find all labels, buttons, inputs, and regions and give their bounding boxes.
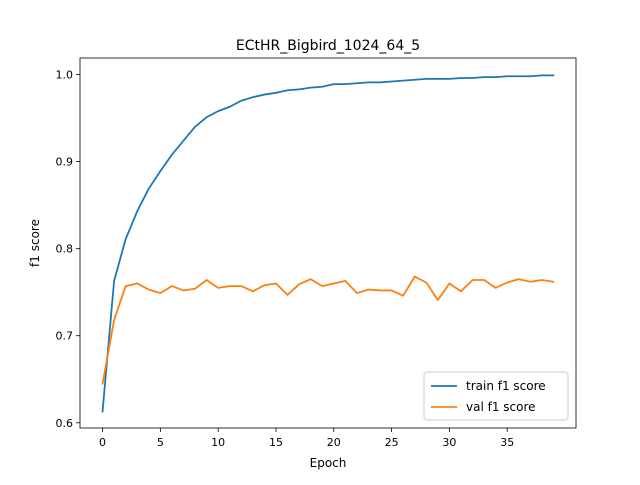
y-tick-label: 0.7 <box>56 330 74 343</box>
legend-label-0: train f1 score <box>466 379 546 393</box>
y-axis-label: f1 score <box>28 219 42 267</box>
x-tick-label: 5 <box>157 436 164 449</box>
series-line-0 <box>101 74 555 413</box>
x-tick-label: 20 <box>327 436 341 449</box>
y-tick-label: 0.8 <box>56 243 74 256</box>
y-tick-label: 1.0 <box>56 69 74 82</box>
y-tick-label: 0.9 <box>56 156 74 169</box>
legend-box <box>423 371 569 421</box>
x-axis-label: Epoch <box>310 456 347 470</box>
x-tick-label: 35 <box>500 436 514 449</box>
plot-frame <box>79 57 577 429</box>
x-axis: 0 5 10 15 20 25 30 35 <box>99 428 514 449</box>
series-layer <box>101 74 555 413</box>
x-tick-label: 30 <box>442 436 456 449</box>
x-tick-label: 0 <box>99 436 106 449</box>
x-tick-label: 15 <box>269 436 283 449</box>
series-line-1 <box>101 275 555 385</box>
legend-label-1: val f1 score <box>466 400 536 414</box>
y-tick-label: 0.6 <box>56 417 74 430</box>
y-axis: 0.6 0.7 0.8 0.9 1.0 <box>56 69 80 430</box>
x-tick-label: 25 <box>385 436 399 449</box>
chart-title: ECtHR_Bigbird_1024_64_5 <box>236 38 420 54</box>
legend: train f1 score val f1 score <box>423 371 569 421</box>
x-tick-label: 10 <box>211 436 225 449</box>
